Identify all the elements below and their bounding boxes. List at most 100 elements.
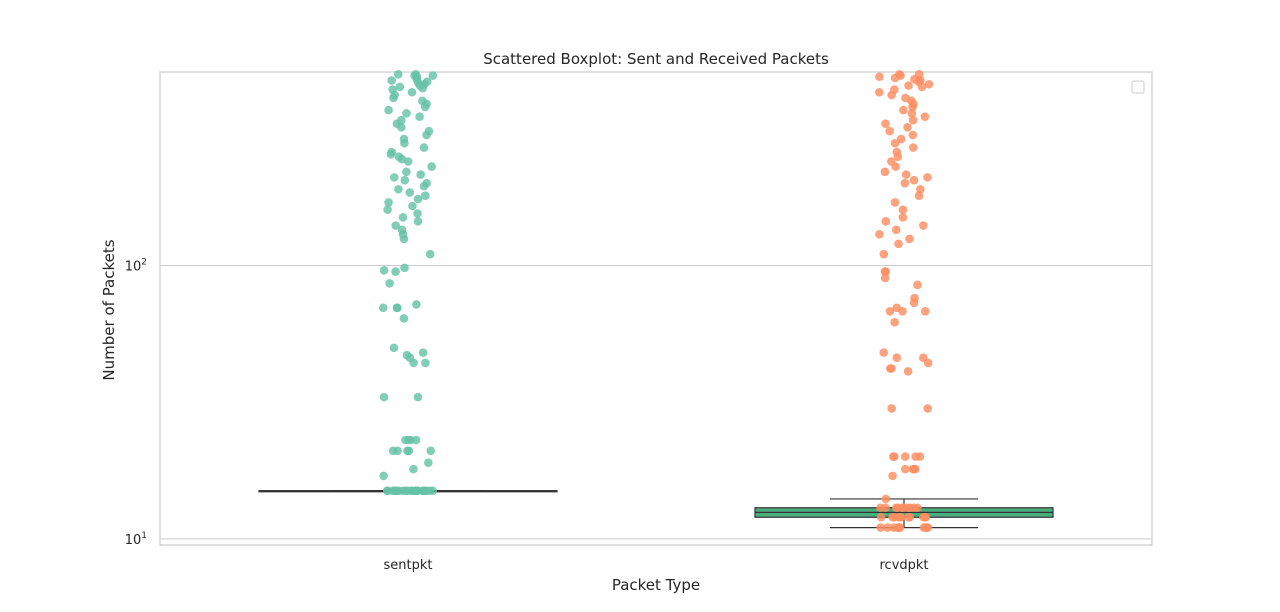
data-point-rcvdpkt <box>885 126 894 136</box>
data-point-sentpkt <box>428 71 438 80</box>
data-point-rcvdpkt <box>892 353 902 362</box>
data-point-sentpkt <box>379 471 389 481</box>
data-point-sentpkt <box>413 194 423 204</box>
data-point-rcvdpkt <box>879 249 889 259</box>
data-point-rcvdpkt <box>908 464 918 474</box>
data-point-sentpkt <box>421 191 430 200</box>
data-point-rcvdpkt <box>903 503 913 513</box>
data-point-sentpkt <box>379 392 389 402</box>
data-point-rcvdpkt <box>898 213 908 222</box>
data-point-sentpkt <box>407 87 417 97</box>
data-point-rcvdpkt <box>887 404 896 413</box>
x-tick-label: sentpkt <box>384 558 433 573</box>
data-point-sentpkt <box>420 102 430 112</box>
data-point-rcvdpkt <box>915 452 925 461</box>
data-point-sentpkt <box>395 82 405 92</box>
data-point-sentpkt <box>413 209 422 218</box>
data-point-sentpkt <box>387 76 396 85</box>
data-point-rcvdpkt <box>916 184 925 194</box>
data-point-sentpkt <box>392 303 402 313</box>
data-point-sentpkt <box>383 205 392 214</box>
data-point-rcvdpkt <box>908 102 917 112</box>
y-axis-label: Number of Packets <box>100 239 118 380</box>
data-point-sentpkt <box>409 358 418 368</box>
data-point-rcvdpkt <box>891 503 901 513</box>
data-point-sentpkt <box>415 112 424 122</box>
data-point-sentpkt <box>411 435 421 445</box>
data-point-rcvdpkt <box>904 81 913 90</box>
data-point-sentpkt <box>390 486 400 496</box>
x-axis-label: Packet Type <box>612 576 700 594</box>
data-point-sentpkt <box>385 279 394 288</box>
data-point-rcvdpkt <box>900 178 910 188</box>
data-point-rcvdpkt <box>880 167 890 177</box>
x-tick-label: rcvdpkt <box>879 558 928 573</box>
data-point-rcvdpkt <box>923 404 933 413</box>
data-point-rcvdpkt <box>890 198 900 207</box>
data-point-sentpkt <box>384 105 393 115</box>
data-point-rcvdpkt <box>903 123 912 132</box>
data-point-rcvdpkt <box>891 225 901 235</box>
data-point-sentpkt <box>379 266 389 275</box>
data-point-sentpkt <box>384 198 393 207</box>
data-point-sentpkt <box>405 188 415 197</box>
data-point-rcvdpkt <box>889 452 898 461</box>
data-point-sentpkt <box>419 181 429 191</box>
data-point-sentpkt <box>404 435 413 445</box>
data-point-rcvdpkt <box>900 452 910 461</box>
data-point-rcvdpkt <box>907 109 917 118</box>
data-point-sentpkt <box>421 358 430 368</box>
plot-area: 101 102 sentpkt rcvdpkt <box>125 70 1153 573</box>
data-point-rcvdpkt <box>909 175 919 185</box>
data-point-rcvdpkt <box>917 82 927 92</box>
legend-box <box>1131 80 1145 94</box>
data-point-sentpkt <box>394 184 403 194</box>
data-point-rcvdpkt <box>905 512 915 522</box>
data-point-sentpkt <box>393 70 403 79</box>
data-point-rcvdpkt <box>923 358 933 368</box>
data-point-rcvdpkt <box>898 306 907 316</box>
data-point-rcvdpkt <box>920 112 930 122</box>
data-point-rcvdpkt <box>874 87 884 97</box>
y-tick-label: 102 <box>125 257 147 274</box>
data-point-sentpkt <box>386 150 396 159</box>
data-point-rcvdpkt <box>889 523 899 532</box>
data-point-sentpkt <box>389 343 399 353</box>
data-point-rcvdpkt <box>919 221 928 230</box>
data-point-sentpkt <box>422 130 431 140</box>
data-point-sentpkt <box>425 249 435 259</box>
data-point-sentpkt <box>389 93 398 103</box>
data-point-sentpkt <box>400 175 410 185</box>
data-point-sentpkt <box>389 173 399 182</box>
data-point-rcvdpkt <box>901 170 911 179</box>
data-point-rcvdpkt <box>899 105 908 115</box>
data-point-rcvdpkt <box>888 471 897 481</box>
data-point-rcvdpkt <box>920 306 930 316</box>
data-point-rcvdpkt <box>875 72 884 82</box>
data-point-sentpkt <box>427 162 436 171</box>
data-point-sentpkt <box>418 83 427 93</box>
data-point-rcvdpkt <box>923 173 932 182</box>
data-point-rcvdpkt <box>887 90 897 100</box>
data-point-rcvdpkt <box>894 239 903 249</box>
data-point-rcvdpkt <box>888 512 897 522</box>
data-point-rcvdpkt <box>881 494 891 504</box>
data-point-rcvdpkt <box>890 138 900 148</box>
data-point-rcvdpkt <box>880 273 890 283</box>
data-point-rcvdpkt <box>908 130 918 140</box>
data-point-sentpkt <box>399 234 409 244</box>
data-point-rcvdpkt <box>898 205 908 214</box>
axes-frame <box>159 71 1153 546</box>
data-point-rcvdpkt <box>896 134 906 144</box>
data-point-sentpkt <box>401 486 410 496</box>
data-point-rcvdpkt <box>908 115 918 125</box>
data-point-sentpkt <box>424 458 433 467</box>
data-point-sentpkt <box>402 109 411 118</box>
data-point-rcvdpkt <box>894 512 904 522</box>
data-point-sentpkt <box>400 138 409 148</box>
data-point-sentpkt <box>391 267 400 276</box>
data-point-rcvdpkt <box>881 119 890 128</box>
data-point-sentpkt <box>397 123 406 132</box>
data-point-sentpkt <box>413 392 423 402</box>
data-point-rcvdpkt <box>909 298 919 308</box>
